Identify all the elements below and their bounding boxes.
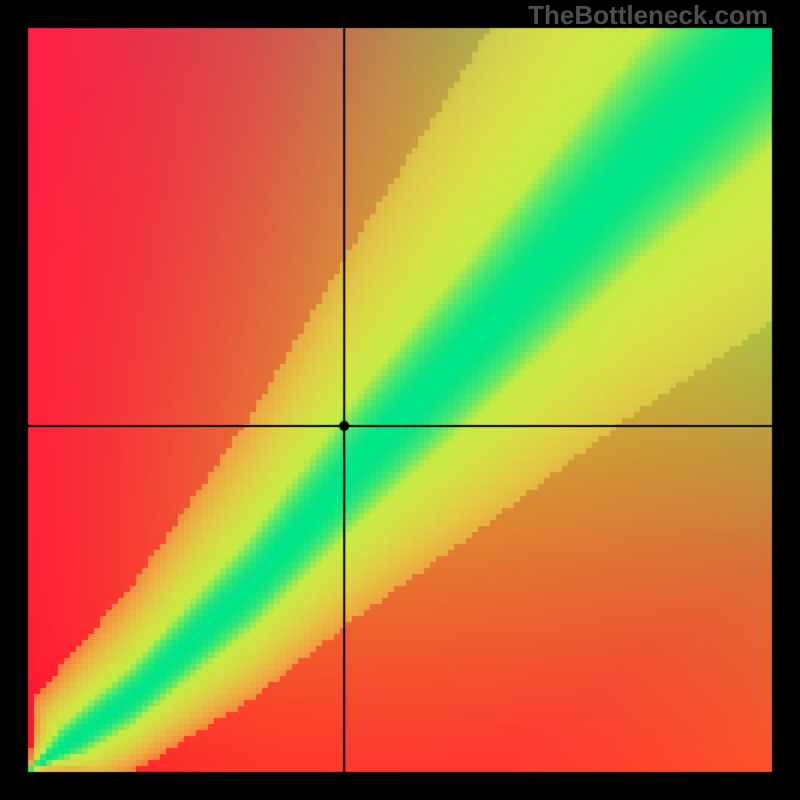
bottleneck-heatmap-canvas xyxy=(0,0,800,800)
chart-container: TheBottleneck.com xyxy=(0,0,800,800)
watermark-text: TheBottleneck.com xyxy=(528,0,768,31)
